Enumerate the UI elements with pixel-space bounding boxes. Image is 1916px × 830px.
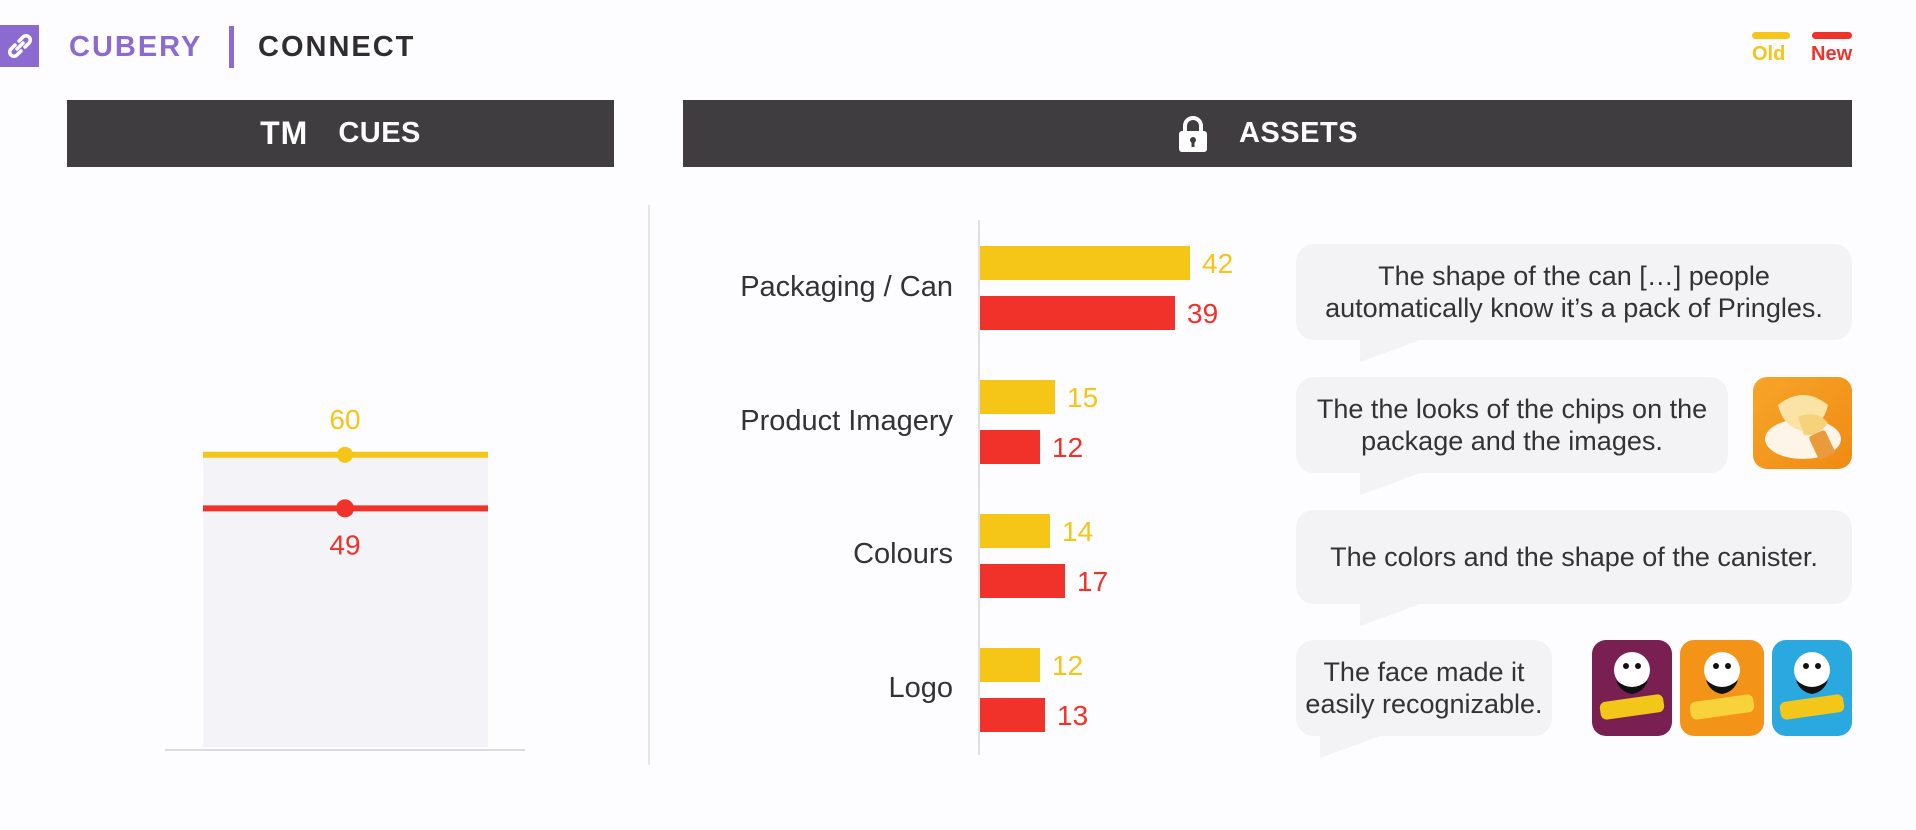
bar-new-4 (980, 698, 1045, 732)
bar-old-3 (980, 514, 1050, 548)
bar-new-2 (980, 430, 1040, 464)
quote-tail-4 (1320, 736, 1380, 758)
quote-tail-1 (1360, 340, 1420, 362)
category-label-product-imagery: Product Imagery (740, 405, 953, 437)
cue-point-new (336, 499, 354, 518)
brand-name: CUBERY (69, 31, 203, 63)
bar-label-new-4: 13 (1057, 700, 1088, 731)
cue-value-new: 49 (329, 529, 360, 560)
bar-old-1 (980, 246, 1190, 280)
quote-tail-3 (1360, 604, 1420, 626)
pringles-can-purple (1592, 640, 1672, 736)
bar-new-3 (980, 564, 1065, 598)
cues-panel-header: TM CUES (67, 100, 614, 167)
cue-point-old (337, 446, 353, 463)
category-label-colours: Colours (853, 538, 953, 570)
product-name: CONNECT (258, 31, 416, 63)
quote-bubble-4: The face made it easily recognizable. (1296, 640, 1552, 736)
cues-title: CUES (338, 117, 421, 149)
panel-divider (648, 205, 650, 765)
legend-label-old: Old (1752, 43, 1786, 65)
bar-old-4 (980, 648, 1040, 682)
trademark-icon: TM (260, 115, 309, 151)
brand-separator (229, 26, 234, 68)
legend-swatch-old (1752, 32, 1790, 39)
quote-tail-2 (1360, 473, 1420, 495)
pringles-can-orange (1680, 640, 1764, 736)
cue-value-old: 60 (329, 404, 360, 435)
quote-bubble-2: The the looks of the chips on the packag… (1296, 377, 1728, 473)
bar-old-2 (980, 380, 1055, 414)
cues-area (203, 452, 488, 747)
bar-label-new-3: 17 (1077, 566, 1108, 597)
bar-label-old-4: 12 (1052, 650, 1083, 681)
assets-title: ASSETS (1238, 117, 1359, 149)
bar-label-old-1: 42 (1202, 248, 1233, 279)
bar-label-old-2: 15 (1067, 382, 1098, 413)
bar-new-1 (980, 296, 1175, 330)
quote-bubble-1: The shape of the can […] people automati… (1296, 244, 1852, 340)
bar-label-new-2: 12 (1052, 432, 1083, 463)
legend-label-new: New (1811, 43, 1853, 65)
bar-label-new-1: 39 (1187, 298, 1218, 329)
cues-chart: 60 49 (165, 404, 525, 751)
legend-swatch-new (1812, 32, 1852, 39)
legend: Old New (1748, 32, 1856, 72)
category-label-logo: Logo (888, 672, 953, 704)
lock-icon (1177, 115, 1209, 152)
bar-label-old-3: 14 (1062, 516, 1093, 547)
pringles-can-blue (1772, 640, 1852, 736)
category-label-packaging: Packaging / Can (740, 271, 953, 303)
link-icon (0, 25, 39, 67)
quote-bubble-3: The colors and the shape of the canister… (1296, 510, 1852, 604)
assets-bar-chart: 42 39 15 12 14 17 12 13 (978, 220, 1233, 755)
assets-panel-header: ASSETS (683, 100, 1852, 167)
chips-on-plate-image (1753, 377, 1852, 469)
